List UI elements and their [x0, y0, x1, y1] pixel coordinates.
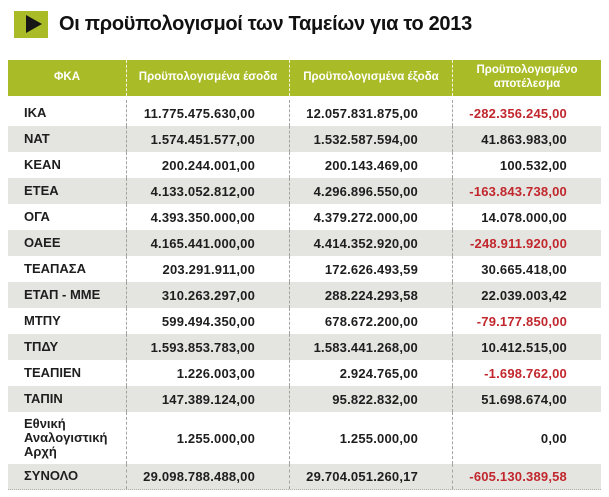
- fund-name-cell: ΤΑΠΙΝ: [8, 386, 127, 412]
- fund-name-cell: ΟΑΕΕ: [8, 230, 127, 256]
- table-row: ΝΑΤ 1.574.451.577,00 1.532.587.594,00 41.86…: [8, 126, 601, 152]
- income-cell: 147.389.124,00: [127, 386, 290, 412]
- fund-name-cell: ΚΕΑΝ: [8, 152, 127, 178]
- income-cell: 1.593.853.783,00: [127, 334, 290, 360]
- result-cell: 41.863.983,00: [481, 131, 567, 147]
- expenses-cell: 172.626.493,59: [290, 256, 453, 282]
- table-row: ΤΕΑΠΙΕΝ 1.226.003,00 2.924.765,00 -1.698.76…: [8, 360, 601, 386]
- fund-name-cell: ΣΥΝΟΛΟ: [8, 464, 127, 489]
- result-cell: -79.177.850,00: [476, 313, 567, 329]
- fund-name-cell: ΕΤΑΠ - ΜΜΕ: [8, 282, 127, 308]
- income-cell: 11.775.475.630,00: [127, 100, 290, 126]
- table-row: ΟΑΕΕ 4.165.441.000,00 4.414.352.920,00 -248…: [8, 230, 601, 256]
- fund-name-cell: ΝΑΤ: [8, 126, 127, 152]
- result-cell: -605.130.389,58: [469, 469, 567, 484]
- table-row-total: ΣΥΝΟΛΟ 29.098.788.488,00 29.704.051.260,17…: [8, 464, 601, 490]
- income-cell: 4.393.350.000,00: [127, 204, 290, 230]
- result-cell: 14.078.000,00: [481, 209, 567, 225]
- result-cell: -282.356.245,00: [469, 105, 567, 121]
- expenses-cell: 29.704.051.260,17: [290, 464, 453, 489]
- table-row: ΕΤΕΑ 4.133.052.812,00 4.296.896.550,00 -163…: [8, 178, 601, 204]
- table-row: ΚΕΑΝ 200.244.001,00 200.143.469,00 100.532,…: [8, 152, 601, 178]
- column-header-fka: ΦΚΑ: [8, 60, 127, 96]
- table-row: ΕΤΑΠ - ΜΜΕ 310.263.297,00 288.224.293,58 22…: [8, 282, 601, 308]
- column-header-result: Προϋπολογισμένο αποτέλεσμα: [476, 64, 578, 90]
- fund-name-cell: ΜΤΠΥ: [8, 308, 127, 334]
- expenses-cell: 95.822.832,00: [290, 386, 453, 412]
- expenses-cell: 1.255.000,00: [290, 412, 453, 464]
- table-row: ΤΕΑΠΑΣΑ 203.291.911,00 172.626.493,59 30.66…: [8, 256, 601, 282]
- infographic-page: { "title": "Οι προϋπολογισμοί των Ταμείω…: [0, 10, 609, 497]
- result-cell: -1.698.762,00: [484, 365, 567, 381]
- income-cell: 200.244.001,00: [127, 152, 290, 178]
- table-body: ΙΚΑ 11.775.475.630,00 12.057.831.875,00 -28…: [8, 100, 601, 490]
- table-row: ΤΠΔΥ 1.593.853.783,00 1.583.441.268,00 10.4…: [8, 334, 601, 360]
- expenses-cell: 4.379.272.000,00: [290, 204, 453, 230]
- page-title: Οι προϋπολογισμοί των Ταμείων για το 201…: [59, 12, 472, 35]
- result-cell: 10.412.515,00: [481, 339, 567, 355]
- expenses-cell: 1.532.587.594,00: [290, 126, 453, 152]
- result-cell: 22.039.003,42: [481, 287, 567, 303]
- income-cell: 599.494.350,00: [127, 308, 290, 334]
- expenses-cell: 2.924.765,00: [290, 360, 453, 386]
- result-cell: 51.698.674,00: [481, 391, 567, 407]
- triangle-icon: [26, 15, 42, 33]
- expenses-cell: 200.143.469,00: [290, 152, 453, 178]
- income-cell: 1.255.000,00: [127, 412, 290, 464]
- column-header-income: Προϋπολογισμένα έσοδα: [127, 60, 290, 96]
- expenses-cell: 4.296.896.550,00: [290, 178, 453, 204]
- income-cell: 4.133.052.812,00: [127, 178, 290, 204]
- fund-name-cell: Εθνική Αναλογιστική Αρχή: [8, 412, 127, 464]
- play-bullet-icon: [14, 10, 48, 38]
- fund-name-cell: ΤΠΔΥ: [8, 334, 127, 360]
- fund-name-cell: ΤΕΑΠΙΕΝ: [8, 360, 127, 386]
- income-cell: 4.165.441.000,00: [127, 230, 290, 256]
- table-row: ΜΤΠΥ 599.494.350,00 678.672.200,00 -79.177.…: [8, 308, 601, 334]
- income-cell: 29.098.788.488,00: [127, 464, 290, 489]
- expenses-cell: 288.224.293,58: [290, 282, 453, 308]
- table-row: Εθνική Αναλογιστική Αρχή 1.255.000,00 1.25…: [8, 412, 601, 464]
- fund-name-cell: ΤΕΑΠΑΣΑ: [8, 256, 127, 282]
- table-row: ΟΓΑ 4.393.350.000,00 4.379.272.000,00 14.07…: [8, 204, 601, 230]
- income-cell: 203.291.911,00: [127, 256, 290, 282]
- result-cell: 30.665.418,00: [481, 261, 567, 277]
- result-cell: -248.911.920,00: [470, 235, 567, 251]
- expenses-cell: 1.583.441.268,00: [290, 334, 453, 360]
- income-cell: 310.263.297,00: [127, 282, 290, 308]
- table-row: ΙΚΑ 11.775.475.630,00 12.057.831.875,00 -28…: [8, 100, 601, 126]
- income-cell: 1.574.451.577,00: [127, 126, 290, 152]
- fund-name-cell: ΙΚΑ: [8, 100, 127, 126]
- column-header-expenses: Προϋπολογισμένα έξοδα: [290, 60, 453, 96]
- result-cell: 0,00: [540, 430, 567, 446]
- fund-name-cell: ΕΤΕΑ: [8, 178, 127, 204]
- expenses-cell: 12.057.831.875,00: [290, 100, 453, 126]
- income-cell: 1.226.003,00: [127, 360, 290, 386]
- expenses-cell: 4.414.352.920,00: [290, 230, 453, 256]
- table-header-row: ΦΚΑ Προϋπολογισμένα έσοδα Προϋπολογισμέν…: [8, 60, 601, 96]
- result-cell: 100.532,00: [499, 157, 567, 173]
- fund-name-cell: ΟΓΑ: [8, 204, 127, 230]
- title-bar: Οι προϋπολογισμοί των Ταμείων για το 201…: [14, 10, 609, 38]
- table-row: ΤΑΠΙΝ 147.389.124,00 95.822.832,00 51.698.6…: [8, 386, 601, 412]
- budget-table: ΦΚΑ Προϋπολογισμένα έσοδα Προϋπολογισμέν…: [8, 60, 601, 490]
- expenses-cell: 678.672.200,00: [290, 308, 453, 334]
- result-cell: -163.843.738,00: [469, 183, 567, 199]
